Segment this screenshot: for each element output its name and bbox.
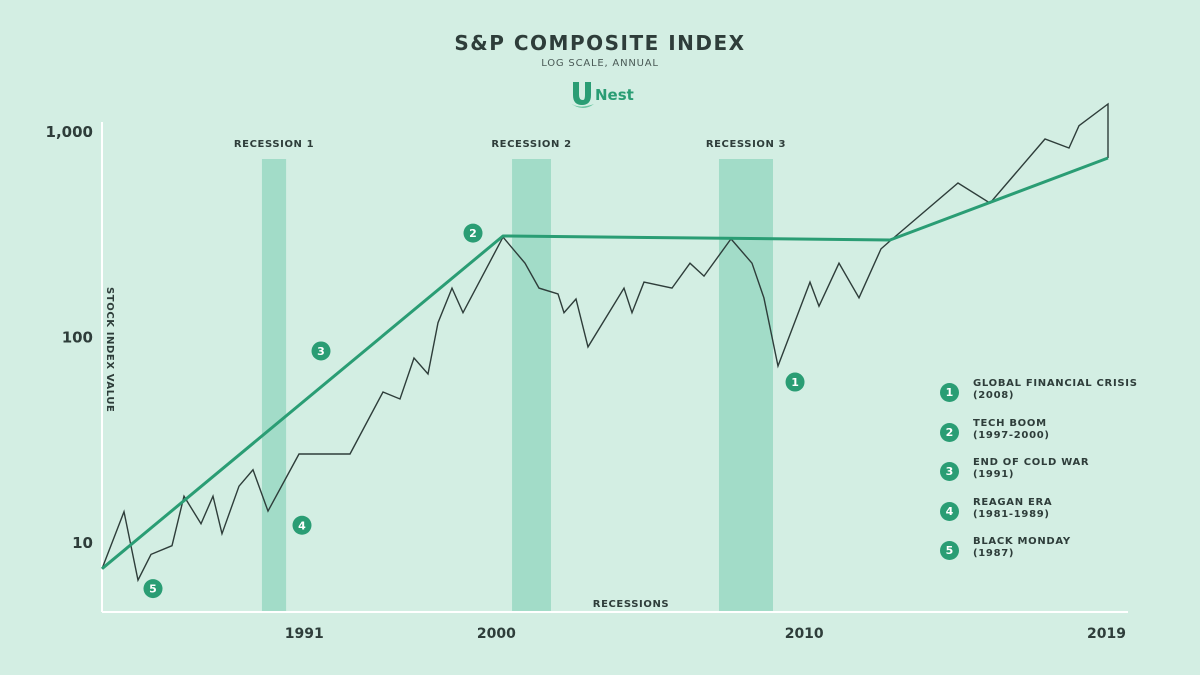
legend-badge: 2 — [940, 422, 959, 442]
legend-item: 1 GLOBAL FINANCIAL CRISIS (2008) — [940, 378, 1190, 418]
recession-band-3 — [718, 159, 774, 612]
badge-number: 5 — [149, 583, 157, 596]
legend-item: 4 REAGAN ERA (1981-1989) — [940, 497, 1190, 537]
recession-labels: RECESSION 1 RECESSION 2 RECESSION 3 — [234, 139, 786, 150]
legend-text: GLOBAL FINANCIAL CRISIS (2008) — [973, 378, 1138, 402]
badge-number: 3 — [317, 345, 325, 358]
legend-text: END OF COLD WAR (1991) — [973, 457, 1089, 481]
legend-badge: 1 — [940, 383, 959, 402]
recession-label-3: RECESSION 3 — [706, 139, 786, 150]
y-tick-label: 1,000 — [46, 123, 93, 141]
x-tick-label: 1991 — [285, 626, 324, 642]
trend-line — [101, 156, 1109, 570]
recession-label-1: RECESSION 1 — [234, 139, 314, 150]
y-tick-label: 100 — [62, 329, 93, 347]
badge-circle — [785, 372, 805, 392]
y-tick-labels: 10 100 1,000 — [46, 123, 93, 552]
index-line — [101, 102, 1109, 583]
legend-badge: 5 — [940, 541, 959, 560]
recession-band-1 — [261, 159, 287, 612]
annotation-badge-3: 3 — [311, 341, 331, 361]
legend: 1 GLOBAL FINANCIAL CRISIS (2008) 2 TECH BOOM… — [940, 378, 1190, 576]
legend-sublabel: (1997-2000) — [973, 429, 1050, 441]
legend-sublabel: (1981-1989) — [973, 508, 1050, 520]
legend-text: TECH BOOM (1997-2000) — [973, 418, 1050, 442]
badge-circle — [311, 341, 331, 361]
brand-logo: Nest — [568, 80, 634, 110]
annotation-badge-2: 2 — [463, 223, 483, 243]
unest-u-leaf-icon — [569, 82, 594, 109]
badge-circle — [463, 223, 483, 243]
badge-number: 4 — [298, 519, 306, 532]
badge-number: 2 — [469, 227, 477, 240]
logo-text: Nest — [595, 86, 634, 104]
x-tick-label: 2000 — [477, 626, 516, 642]
legend-item: 5 BLACK MONDAY (1987) — [940, 536, 1190, 576]
badge-number: 1 — [791, 376, 799, 389]
x-axis-title: RECESSIONS — [593, 599, 669, 610]
legend-sublabel: (1991) — [973, 469, 1015, 480]
x-tick-label: 2019 — [1087, 626, 1126, 642]
legend-item: 3 END OF COLD WAR (1991) — [940, 457, 1190, 497]
legend-label: GLOBAL FINANCIAL CRISIS — [973, 378, 1138, 389]
recession-band-2 — [512, 159, 551, 612]
legend-text: BLACK MONDAY (1987) — [973, 536, 1071, 560]
legend-badge: 4 — [940, 501, 959, 521]
annotation-badges: 1 2 3 4 5 — [143, 223, 805, 599]
legend-text: REAGAN ERA (1981-1989) — [973, 497, 1052, 521]
legend-badge: 3 — [940, 462, 959, 481]
annotation-badge-5: 5 — [143, 579, 163, 599]
legend-label: TECH BOOM — [973, 417, 1047, 429]
legend-sublabel: (2008) — [973, 390, 1015, 401]
y-axis-title: STOCK INDEX VALUE — [104, 287, 115, 412]
badge-circle — [292, 515, 312, 535]
legend-item: 2 TECH BOOM (1997-2000) — [940, 418, 1190, 458]
series-lines — [101, 102, 1109, 583]
x-tick-labels: 1991 2000 2010 2019 — [285, 626, 1126, 642]
x-tick-label: 2010 — [785, 626, 824, 642]
recession-label-2: RECESSION 2 — [491, 139, 571, 150]
chart-subtitle: LOG SCALE, ANNUAL — [541, 58, 659, 69]
recession-bands — [261, 159, 774, 612]
y-tick-label: 10 — [72, 534, 93, 552]
chart-title: S&P COMPOSITE INDEX — [454, 31, 746, 55]
legend-label: BLACK MONDAY — [973, 536, 1071, 547]
annotation-badge-4: 4 — [292, 515, 312, 535]
legend-label: END OF COLD WAR — [973, 457, 1090, 468]
legend-sublabel: (1987) — [973, 548, 1015, 559]
badge-circle — [143, 579, 163, 599]
legend-label: REAGAN ERA — [973, 496, 1053, 508]
annotation-badge-1: 1 — [785, 372, 805, 392]
